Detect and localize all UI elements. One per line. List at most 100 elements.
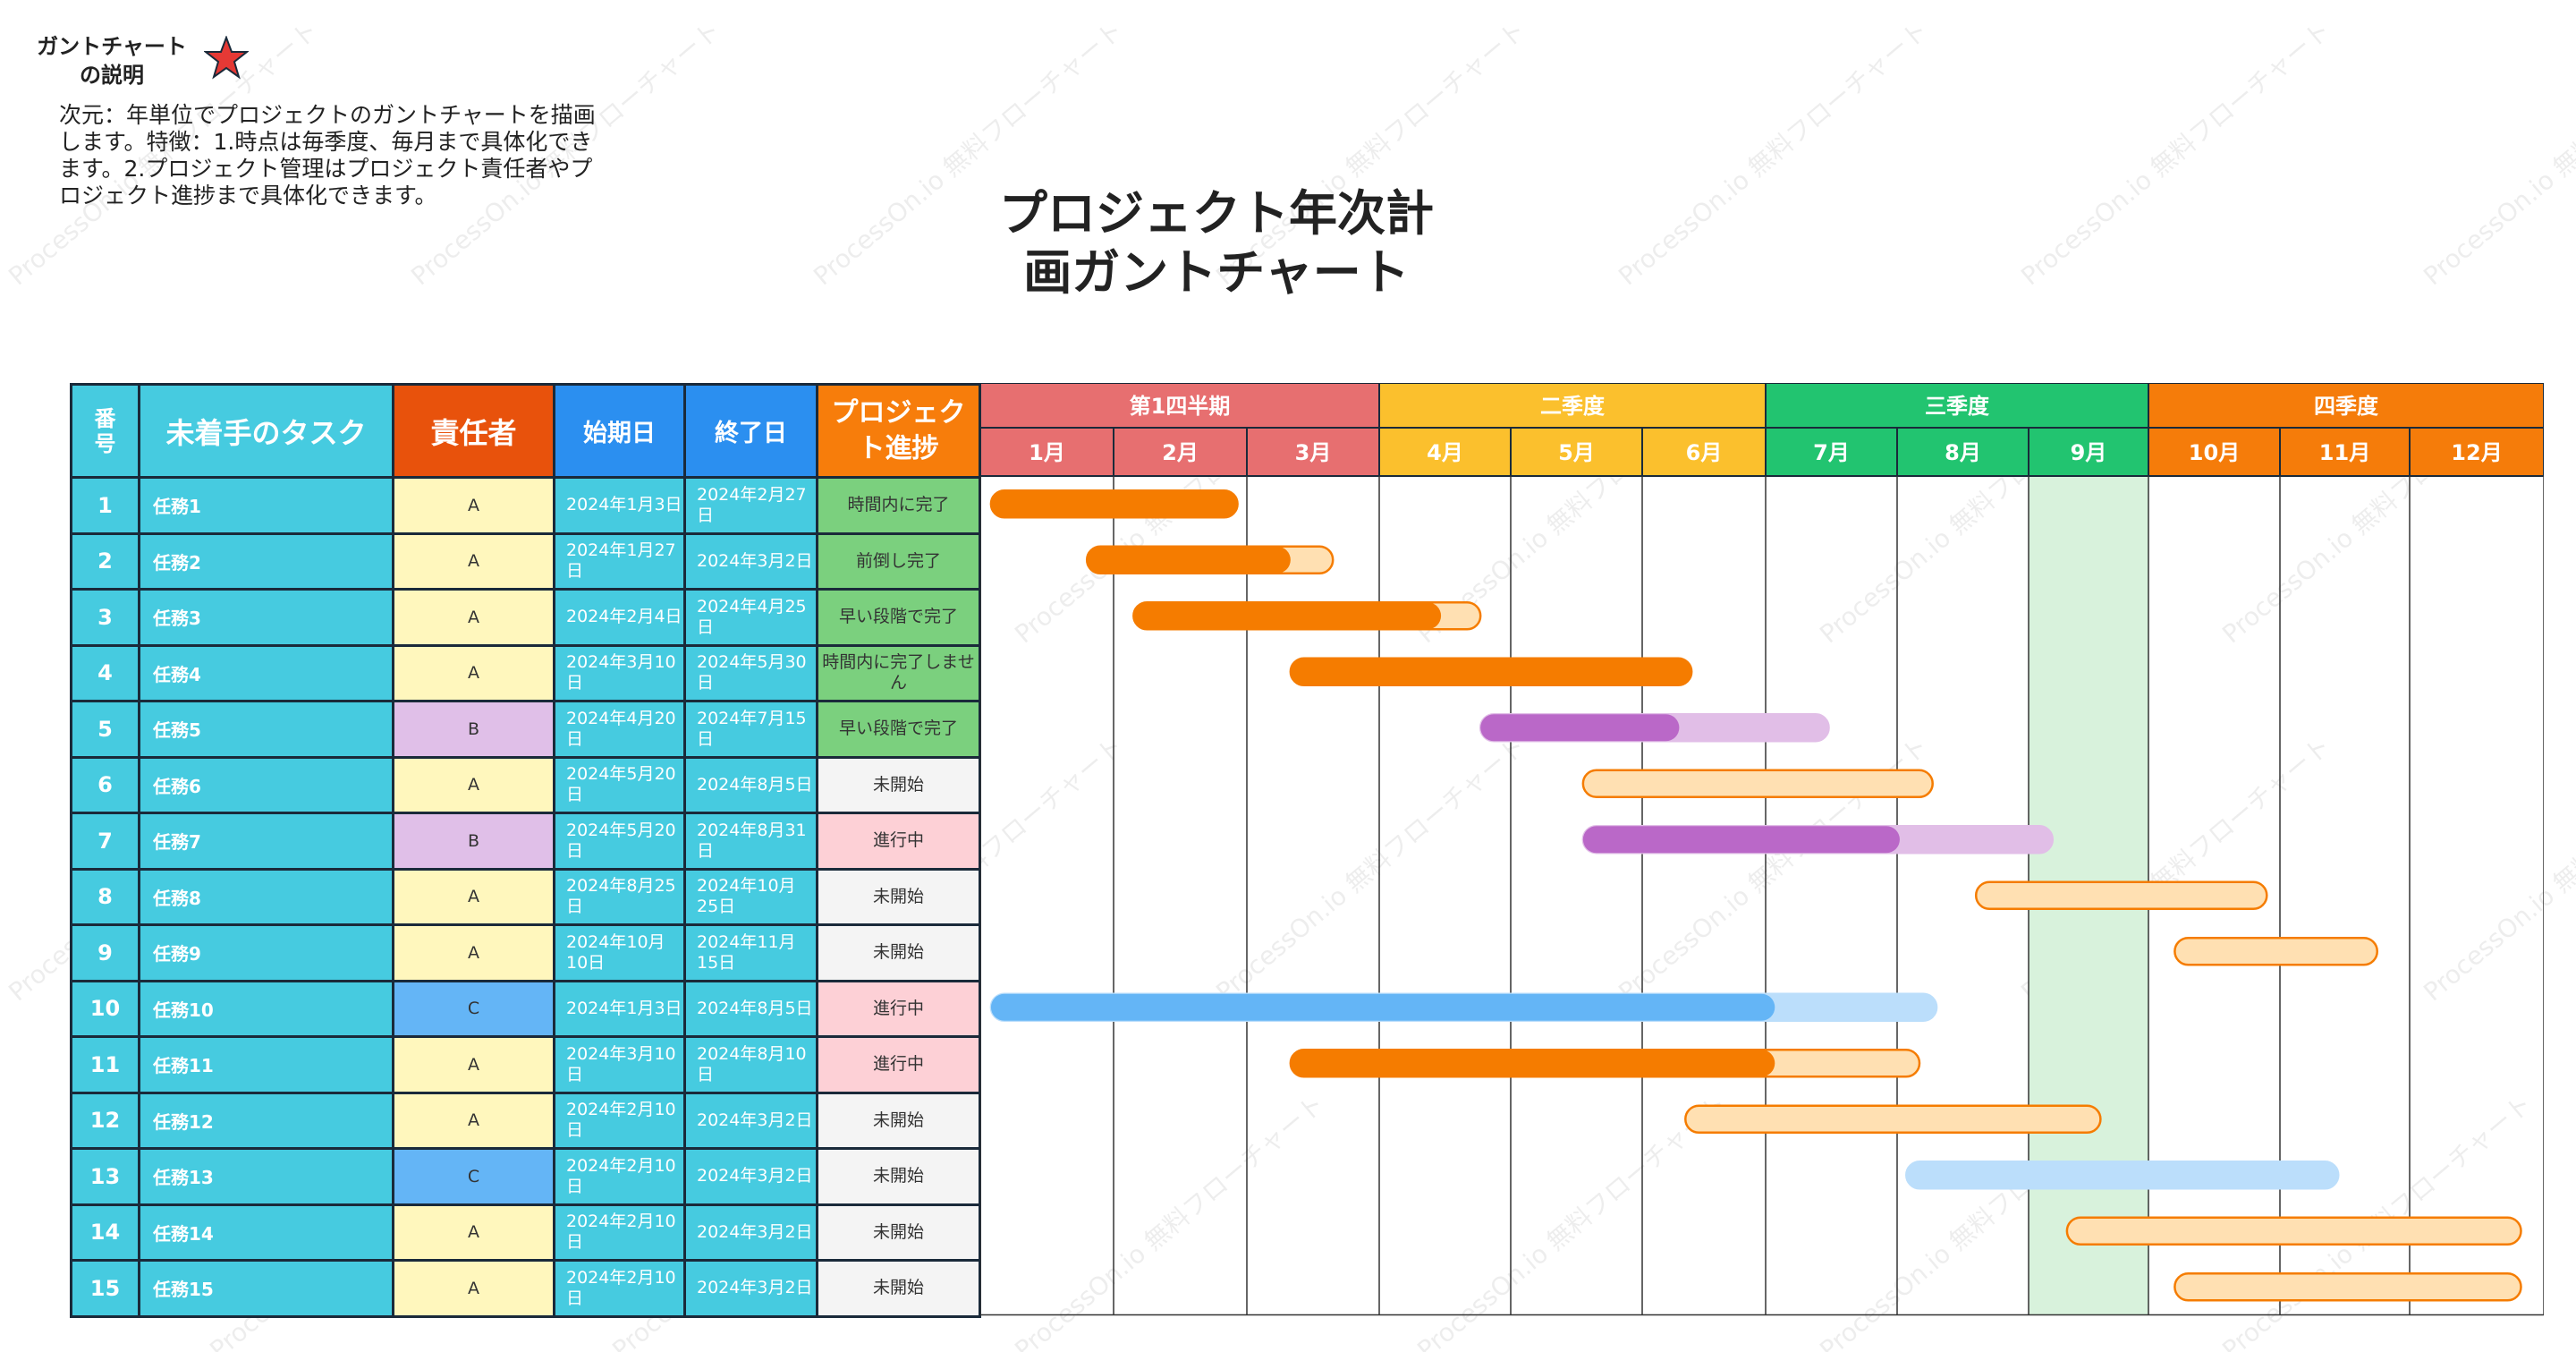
table-row: 7 任務7 B 2024年5月20日 2024年8月31日 進行中 [70, 812, 981, 871]
task-name: 任務3 [138, 588, 394, 647]
task-name: 任務10 [138, 979, 394, 1038]
task-start-date: 2024年1月3日 [553, 476, 686, 535]
month-header [1641, 427, 1767, 477]
task-no: 1 [70, 476, 140, 535]
task-start-date: 2024年4月20日 [553, 700, 686, 759]
month-header [2028, 427, 2149, 477]
gantt-bar-progress [990, 490, 1238, 518]
task-end-date: 2024年2月27日 [683, 476, 818, 535]
quarter-header [1378, 382, 1767, 429]
quarter-label: 第1四半期 [1130, 394, 1231, 419]
task-name: 任務8 [138, 867, 394, 926]
gantt-bar-progress [990, 993, 1775, 1021]
month-label: 7月 [1813, 440, 1850, 465]
task-name: 任務13 [138, 1147, 394, 1206]
task-progress: 未開始 [816, 1147, 981, 1206]
month-label: 11月 [2319, 440, 2370, 465]
task-start-date: 2024年2月10日 [553, 1259, 686, 1318]
task-owner: A [392, 923, 555, 982]
task-progress: 前倒し完了 [816, 531, 981, 591]
task-owner: A [392, 1091, 555, 1150]
month-label: 1月 [1029, 440, 1065, 465]
gantt-bar [2065, 1216, 2522, 1246]
task-name: 任務14 [138, 1203, 394, 1262]
task-end-date: 2024年8月5日 [683, 979, 818, 1038]
task-name: 任務15 [138, 1259, 394, 1318]
table-row: 1 任務1 A 2024年1月3日 2024年2月27日 時間内に完了 [70, 476, 981, 535]
task-no: 2 [70, 531, 140, 591]
watermark-text: ProcessOn.io 無料フローチャート [1613, 15, 1934, 291]
table-row: 2 任務2 A 2024年1月27日 2024年3月2日 前倒し完了 [70, 531, 981, 591]
table-row: 15 任務15 A 2024年2月10日 2024年3月2日 未開始 [70, 1259, 981, 1318]
task-end-date: 2024年3月2日 [683, 531, 818, 591]
table-row: 9 任務9 A 2024年10月10日 2024年11月15日 未開始 [70, 923, 981, 982]
task-owner: A [392, 476, 555, 535]
task-end-date: 2024年3月2日 [683, 1147, 818, 1206]
task-start-date: 2024年2月4日 [553, 588, 686, 647]
gantt-bar [2174, 937, 2379, 966]
table-row: 8 任務8 A 2024年8月25日 2024年10月25日 未開始 [70, 867, 981, 926]
task-progress: 未開始 [816, 1259, 981, 1318]
watermark-text: ProcessOn.io 無料フローチャート [2015, 15, 2336, 291]
col-header-task: 未着手のタスク [138, 383, 394, 479]
col-header-end: 終了日 [683, 383, 818, 479]
task-progress: 時間内に完了しません [816, 643, 981, 702]
gantt-bar [1905, 1161, 2340, 1190]
table-row: 3 任務3 A 2024年2月4日 2024年4月25日 早い段階で完了 [70, 588, 981, 647]
task-name: 任務12 [138, 1091, 394, 1150]
task-start-date: 2024年2月10日 [553, 1091, 686, 1150]
gantt-bar-progress [1087, 546, 1291, 574]
task-no: 7 [70, 812, 140, 871]
gantt-bar [1974, 880, 2268, 910]
task-start-date: 2024年3月10日 [553, 1035, 686, 1094]
task-name: 任務5 [138, 700, 394, 759]
quarter-header [2148, 382, 2545, 429]
task-no: 5 [70, 700, 140, 759]
table-row: 6 任務6 A 2024年5月20日 2024年8月5日 未開始 [70, 755, 981, 814]
task-progress: 早い段階で完了 [816, 700, 981, 759]
col-header-no: 番号 [70, 383, 140, 479]
task-owner: B [392, 700, 555, 759]
task-progress: 進行中 [816, 979, 981, 1038]
task-end-date: 2024年10月25日 [683, 867, 818, 926]
task-owner: A [392, 1259, 555, 1318]
task-progress: 早い段階で完了 [816, 588, 981, 647]
task-progress: 未開始 [816, 755, 981, 814]
task-name: 任務4 [138, 643, 394, 702]
task-progress: 進行中 [816, 1035, 981, 1094]
task-end-date: 2024年4月25日 [683, 588, 818, 647]
legend-description: 次元：年単位でプロジェクトのガントチャートを描画します。特徴：1.時点は毎季度、… [59, 102, 596, 208]
task-progress: 時間内に完了 [816, 476, 981, 535]
task-name: 任務11 [138, 1035, 394, 1094]
task-no: 15 [70, 1259, 140, 1318]
task-no: 13 [70, 1147, 140, 1206]
month-label: 3月 [1295, 440, 1332, 465]
month-header [1896, 427, 2029, 477]
task-no: 11 [70, 1035, 140, 1094]
month-label: 6月 [1686, 440, 1723, 465]
month-label: 10月 [2189, 440, 2240, 465]
task-no: 12 [70, 1091, 140, 1150]
task-name: 任務2 [138, 531, 394, 591]
task-start-date: 2024年5月20日 [553, 812, 686, 871]
table-row: 5 任務5 B 2024年4月20日 2024年7月15日 早い段階で完了 [70, 700, 981, 759]
table-row: 4 任務4 A 2024年3月10日 2024年5月30日 時間内に完了しません [70, 643, 981, 702]
col-header-progress: プロジェクト進捗 [816, 383, 981, 479]
task-no: 3 [70, 588, 140, 647]
task-no: 6 [70, 755, 140, 814]
task-progress: 未開始 [816, 1203, 981, 1262]
table-row: 11 任務11 A 2024年3月10日 2024年8月10日 進行中 [70, 1035, 981, 1094]
gantt-bar [1684, 1104, 2102, 1134]
gantt-bar-progress [1582, 826, 1900, 854]
gantt-bar-progress [1290, 1050, 1775, 1077]
task-progress: 進行中 [816, 812, 981, 871]
task-owner: A [392, 755, 555, 814]
gantt-bar [1581, 769, 1934, 798]
task-no: 14 [70, 1203, 140, 1262]
task-owner: A [392, 867, 555, 926]
table-row: 14 任務14 A 2024年2月10日 2024年3月2日 未開始 [70, 1203, 981, 1262]
month-label: 12月 [2451, 440, 2502, 465]
task-owner: A [392, 643, 555, 702]
month-label: 4月 [1427, 440, 1463, 465]
gantt-bar [2174, 1272, 2522, 1302]
